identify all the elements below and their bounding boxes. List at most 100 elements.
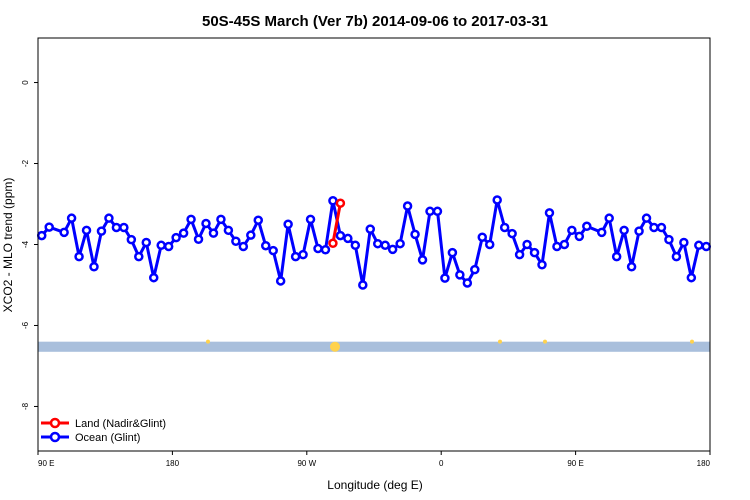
coverage-marker bbox=[543, 339, 547, 344]
data-point bbox=[514, 249, 525, 260]
data-point bbox=[119, 222, 129, 233]
data-point bbox=[425, 206, 435, 217]
data-point bbox=[455, 270, 465, 280]
data-point bbox=[163, 241, 174, 252]
data-point bbox=[679, 237, 689, 248]
data-point bbox=[686, 272, 697, 283]
data-point bbox=[89, 262, 99, 272]
data-point bbox=[148, 272, 159, 283]
coverage-marker bbox=[498, 339, 502, 344]
coverage-marker bbox=[690, 339, 694, 344]
data-point bbox=[380, 240, 390, 251]
data-point bbox=[567, 225, 577, 236]
data-point bbox=[260, 240, 271, 251]
data-point bbox=[544, 208, 555, 218]
coverage-marker bbox=[206, 339, 210, 344]
data-point bbox=[305, 214, 316, 225]
x-tick-label: 90 E bbox=[38, 459, 54, 468]
data-point bbox=[395, 238, 405, 249]
data-point bbox=[178, 228, 189, 238]
data-point bbox=[604, 213, 614, 223]
data-point bbox=[335, 198, 346, 208]
data-point bbox=[231, 236, 241, 247]
y-axis-ticks: 0 -2 -4 -6 -8 bbox=[21, 80, 38, 410]
data-point bbox=[507, 228, 517, 239]
data-point bbox=[343, 233, 353, 244]
data-point bbox=[320, 245, 331, 255]
data-point bbox=[36, 230, 47, 241]
series-line bbox=[40, 198, 707, 287]
data-point bbox=[671, 251, 682, 262]
legend: Land (Nadir&Glint) Ocean (Glint) bbox=[41, 417, 166, 444]
x-tick-label: 90 W bbox=[297, 459, 316, 468]
data-point bbox=[559, 239, 570, 250]
data-point bbox=[440, 273, 450, 283]
data-point bbox=[96, 226, 107, 236]
data-point bbox=[238, 241, 249, 252]
data-point bbox=[335, 230, 346, 241]
legend-marker bbox=[49, 431, 61, 443]
data-point bbox=[104, 213, 114, 223]
data-point bbox=[126, 234, 137, 245]
data-point bbox=[470, 264, 480, 275]
data-point bbox=[582, 221, 592, 232]
chart-title: 50S-45S March (Ver 7b) 2014-09-06 to 201… bbox=[202, 13, 548, 30]
data-point bbox=[208, 228, 219, 238]
y-tick-label: -6 bbox=[21, 321, 30, 329]
data-point bbox=[171, 232, 181, 243]
data-point bbox=[246, 230, 256, 240]
coverage-marker bbox=[330, 341, 340, 352]
x-axis-label: Longitude (deg E) bbox=[327, 478, 422, 492]
data-point bbox=[664, 234, 674, 245]
data-point bbox=[432, 206, 443, 217]
data-point bbox=[634, 226, 644, 236]
data-coverage-band bbox=[38, 339, 710, 352]
x-tick-label: 180 bbox=[166, 459, 180, 468]
x-tick-label: 0 bbox=[439, 459, 444, 468]
data-point bbox=[313, 243, 323, 254]
x-tick-label: 90 E bbox=[567, 459, 583, 468]
series-layer bbox=[36, 195, 712, 290]
data-point bbox=[268, 245, 278, 256]
data-point bbox=[552, 241, 562, 252]
data-point bbox=[574, 231, 585, 242]
data-point bbox=[611, 251, 622, 262]
data-point bbox=[66, 213, 77, 223]
data-point bbox=[484, 239, 495, 250]
data-point bbox=[253, 215, 264, 225]
data-point bbox=[216, 214, 226, 225]
x-tick-label: 180 bbox=[697, 459, 711, 468]
data-point bbox=[328, 238, 338, 249]
data-point bbox=[619, 225, 629, 236]
data-point bbox=[141, 237, 152, 248]
data-point bbox=[410, 229, 420, 240]
data-point bbox=[328, 196, 338, 206]
data-point bbox=[694, 240, 704, 251]
data-point bbox=[417, 255, 428, 265]
data-point bbox=[462, 278, 473, 288]
data-point bbox=[134, 251, 144, 262]
y-axis-label: XCO2 - MLO trend (ppm) bbox=[1, 178, 15, 313]
data-point bbox=[537, 259, 547, 270]
data-point bbox=[447, 247, 458, 258]
data-point bbox=[283, 219, 293, 230]
data-point bbox=[596, 227, 607, 238]
data-point bbox=[111, 222, 122, 233]
data-point bbox=[641, 213, 652, 223]
data-point bbox=[649, 222, 659, 233]
y-tick-label: -2 bbox=[21, 159, 30, 167]
data-point bbox=[477, 232, 488, 242]
data-point bbox=[529, 247, 540, 258]
data-point bbox=[387, 244, 398, 255]
x-axis-ticks: 90 E 180 90 W 0 90 E 180 bbox=[37, 451, 711, 468]
series-line bbox=[331, 202, 342, 244]
data-point bbox=[59, 227, 69, 238]
data-point bbox=[492, 195, 502, 205]
legend-marker bbox=[49, 417, 61, 429]
data-point bbox=[402, 201, 413, 211]
data-point bbox=[626, 262, 637, 272]
data-point bbox=[193, 234, 204, 244]
y-tick-label: -8 bbox=[21, 402, 30, 410]
data-point bbox=[372, 238, 383, 249]
